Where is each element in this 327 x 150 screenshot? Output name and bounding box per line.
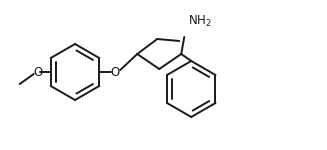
Text: NH$_2$: NH$_2$ bbox=[188, 14, 212, 29]
Text: O: O bbox=[111, 66, 120, 78]
Text: O: O bbox=[33, 66, 43, 78]
